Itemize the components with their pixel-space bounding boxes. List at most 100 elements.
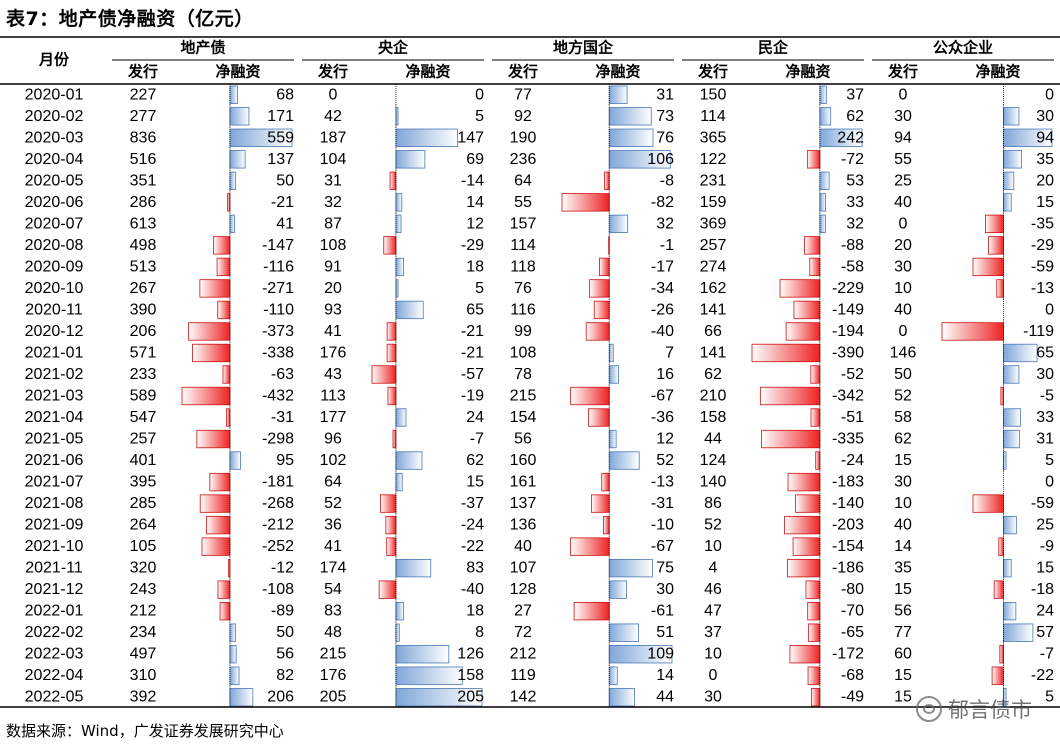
issue-cell: 206 [130, 323, 157, 340]
net-bar-negative [785, 322, 821, 341]
issue-cell: 395 [130, 474, 157, 491]
issue-cell: 215 [320, 646, 347, 663]
net-cell: -21 [461, 323, 484, 340]
issue-cell: 40 [894, 517, 912, 534]
issue-cell: 128 [510, 581, 537, 598]
net-cell: -26 [651, 301, 674, 318]
net-bar-positive [395, 214, 402, 234]
net-cell: -52 [841, 366, 864, 383]
net-cell: 31 [656, 86, 674, 103]
net-bar-positive [229, 150, 246, 169]
net-cell: 12 [656, 431, 674, 448]
issue-cell: 40 [894, 301, 912, 318]
net-cell: 83 [466, 560, 484, 577]
net-bar-positive [1003, 343, 1038, 363]
net-cell: -88 [841, 237, 864, 254]
net-bar-negative [222, 365, 231, 384]
net-bar-negative [386, 322, 397, 341]
net-cell: 18 [466, 603, 484, 620]
net-cell: 0 [1045, 86, 1054, 103]
net-cell: -298 [262, 431, 294, 448]
issue-cell: 401 [130, 452, 157, 469]
net-bar-positive [229, 171, 236, 190]
net-cell: -390 [832, 344, 864, 361]
month-cell: 2020-10 [25, 280, 84, 297]
net-cell: 65 [1036, 344, 1054, 361]
net-cell: -59 [1031, 258, 1054, 275]
net-cell: -7 [1040, 646, 1054, 663]
net-cell: 82 [276, 667, 294, 684]
net-cell: 109 [647, 646, 674, 663]
month-cell: 2021-04 [25, 409, 84, 426]
net-cell: 62 [466, 452, 484, 469]
net-bar-negative [599, 257, 610, 277]
net-bar-negative [209, 472, 231, 492]
issue-cell: 158 [700, 409, 727, 426]
net-bar-negative [806, 150, 821, 169]
issue-cell: 14 [894, 538, 912, 555]
issue-cell: 513 [130, 258, 157, 275]
issue-cell: 77 [514, 86, 532, 103]
issue-cell: 46 [704, 581, 722, 598]
month-cell: 2020-01 [25, 86, 84, 103]
net-bar-positive [1003, 429, 1020, 449]
issue-cell: 15 [894, 581, 912, 598]
net-cell: -1 [660, 237, 674, 254]
issue-cell: 60 [894, 646, 912, 663]
net-cell: 0 [1045, 301, 1054, 318]
net-cell: 15 [466, 474, 484, 491]
net-cell: -14 [461, 172, 484, 189]
issue-cell: 64 [324, 474, 342, 491]
net-cell: -373 [262, 323, 294, 340]
header-issue-4: 发行 [887, 63, 918, 81]
net-cell: -17 [651, 258, 674, 275]
net-cell: -10 [651, 517, 674, 534]
issue-cell: 56 [894, 603, 912, 620]
issue-cell: 0 [709, 667, 718, 684]
issue-cell: 516 [130, 151, 157, 168]
net-cell: 18 [466, 258, 484, 275]
net-cell: 56 [276, 646, 294, 663]
net-bar-negative [996, 279, 1004, 298]
net-bar-negative [761, 429, 821, 449]
net-cell: -65 [841, 624, 864, 641]
net-bar-positive [608, 128, 654, 147]
issue-cell: 140 [700, 474, 727, 491]
net-bar-negative [984, 214, 1004, 234]
net-bar-negative [793, 300, 821, 320]
net-cell: -34 [651, 280, 674, 297]
net-cell: 15 [1036, 194, 1054, 211]
net-cell: 52 [656, 452, 674, 469]
net-cell: -149 [832, 301, 864, 318]
net-bar-negative [389, 171, 397, 190]
net-cell: 5 [475, 280, 484, 297]
issue-cell: 4 [709, 560, 718, 577]
issue-cell: 142 [510, 689, 537, 706]
issue-cell: 116 [510, 301, 536, 318]
issue-cell: 177 [320, 409, 347, 426]
issue-cell: 58 [894, 409, 912, 426]
net-bar-negative [201, 537, 231, 556]
issue-cell: 108 [320, 237, 347, 254]
net-bar-negative [805, 580, 821, 599]
net-bar-negative [792, 537, 821, 556]
net-cell: -5 [1040, 388, 1054, 405]
net-cell: -203 [832, 517, 864, 534]
net-cell: -24 [461, 517, 484, 534]
net-bar-positive [395, 193, 403, 212]
issue-cell: 137 [510, 495, 537, 512]
net-bar-positive [608, 623, 639, 642]
net-cell: -229 [832, 280, 864, 297]
net-cell: 41 [276, 215, 294, 232]
issue-cell: 30 [894, 108, 912, 125]
issue-cell: 154 [510, 409, 537, 426]
issue-cell: 105 [130, 538, 157, 555]
net-bar-positive [395, 558, 432, 578]
net-cell: 30 [656, 581, 674, 598]
month-cell: 2020-04 [25, 151, 84, 168]
net-cell: -19 [461, 388, 484, 405]
issue-cell: 52 [324, 495, 342, 512]
issue-cell: 102 [320, 452, 347, 469]
net-cell: -21 [461, 344, 484, 361]
